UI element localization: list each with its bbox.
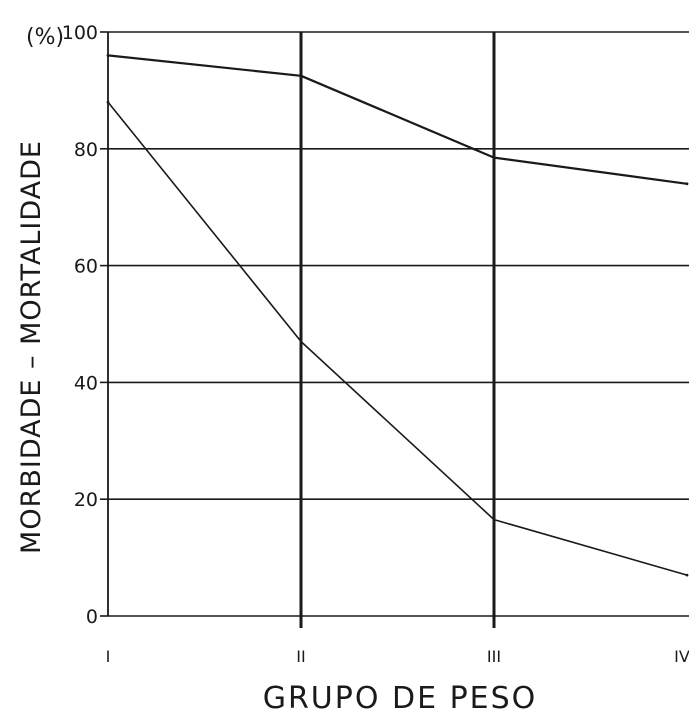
data-point bbox=[685, 573, 689, 577]
y-tick-label: 0 bbox=[86, 606, 98, 628]
data-point bbox=[492, 156, 496, 160]
series-lines bbox=[106, 54, 689, 577]
x-tick-label: II bbox=[296, 647, 305, 666]
data-point bbox=[492, 518, 496, 521]
data-point bbox=[685, 182, 689, 186]
y-tick-label: 20 bbox=[74, 489, 98, 511]
data-point bbox=[106, 54, 110, 57]
y-tick-label: 100 bbox=[62, 22, 98, 44]
data-point bbox=[106, 100, 110, 104]
y-tick-labels: 0 20 40 60 80 100 bbox=[62, 22, 98, 628]
y-tick-label: 60 bbox=[74, 256, 98, 278]
series-line bbox=[107, 54, 688, 185]
y-axis-label: MORBIDADE – MORTALIDADE bbox=[16, 140, 47, 554]
data-point bbox=[299, 74, 303, 78]
x-tick-label: IV bbox=[674, 647, 689, 666]
x-tick-label: III bbox=[487, 647, 501, 666]
y-tick-label: 80 bbox=[74, 139, 98, 161]
y-unit-label: (%) bbox=[26, 25, 64, 50]
grid bbox=[100, 31, 689, 628]
x-tick-label: I bbox=[106, 647, 111, 666]
data-point bbox=[299, 340, 303, 343]
series-line bbox=[107, 101, 688, 576]
y-tick-label: 40 bbox=[74, 372, 98, 394]
x-axis-label: GRUPO DE PESO bbox=[263, 681, 538, 716]
x-tick-labels: I II III IV bbox=[106, 647, 689, 666]
